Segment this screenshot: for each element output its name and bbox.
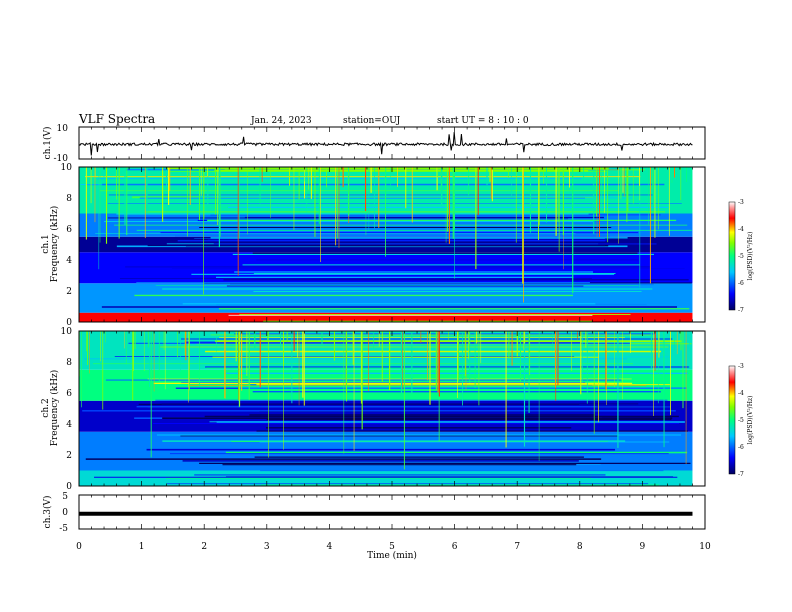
- ch3-ytick-5: 5: [62, 492, 68, 502]
- ch1-ytick-10: 10: [61, 163, 73, 173]
- ch1-ytick-2: 2: [66, 287, 72, 297]
- spectrogram-blank: [692, 167, 705, 322]
- xtick-label-8: 8: [577, 542, 583, 552]
- ch2-ytick-4: 4: [66, 420, 72, 430]
- spectrogram-band: [79, 283, 693, 313]
- ch2-spectrogram-image: [78, 331, 705, 486]
- xtick-label-2: 2: [201, 542, 207, 552]
- ch2-cb-tick-m5: -5: [738, 417, 744, 424]
- ch1-ytick-8: 8: [66, 194, 72, 204]
- xtick-label-6: 6: [452, 542, 458, 552]
- spectrogram-blank: [692, 331, 705, 486]
- ch1-cb-tick-m7: -7: [738, 307, 744, 314]
- xtick-label-0: 0: [76, 542, 82, 552]
- ch2-ytick-6: 6: [66, 389, 72, 399]
- ch1-cb-tick-m3: -3: [738, 199, 744, 206]
- ch2-cb-tick-m4: -4: [738, 390, 744, 397]
- ch1-cb-tick-m5: -5: [738, 253, 744, 260]
- ch1-colorbar: -3 -4 -5 -6 -7 log(PSD)(V²/Hz): [728, 199, 754, 314]
- ch2-cb-tick-m7: -7: [738, 471, 744, 478]
- xtick-label-7: 7: [514, 542, 520, 552]
- ch2-ytick-2: 2: [66, 451, 72, 461]
- start-ut-label: start UT = 8 : 10 : 0: [437, 116, 529, 126]
- xtick-label-4: 4: [327, 542, 333, 552]
- ch2-ytick-0: 0: [66, 482, 72, 492]
- xtick-label-1: 1: [139, 542, 145, 552]
- ch1-spectrogram-image: [79, 167, 705, 322]
- xtick-label-9: 9: [640, 542, 646, 552]
- ch1-ytick-4: 4: [66, 256, 72, 266]
- ch3-ytick-m5: -5: [59, 524, 68, 534]
- ch1-spectrogram-panel: ch.1 Frequency (kHz) 0 2 4 6 8 10: [41, 163, 706, 328]
- ch1-cb-tick-m4: -4: [738, 226, 744, 233]
- ch3-waveform-ylabel: ch.3(V): [42, 496, 53, 529]
- ch2-colorbar-gradient: [728, 365, 736, 475]
- ch2-ytick-8: 8: [66, 358, 72, 368]
- ch1-colorbar-label: log(PSD)(V²/Hz): [747, 232, 754, 281]
- ch2-ylabel-channel: ch.2: [41, 398, 51, 417]
- ch2-ylabel-frequency: Frequency (kHz): [49, 370, 60, 447]
- ch2-spectrogram-panel: ch.2 Frequency (kHz) 0 2 4 6 8 10: [41, 327, 706, 492]
- x-axis: 0 1 2 3 4 5 6 7 8 9 10 Time (min): [76, 542, 711, 561]
- ch1-colorbar-gradient: [728, 201, 736, 311]
- ch1-ytick-bottom: -10: [54, 154, 69, 164]
- x-axis-ticks: [78, 127, 706, 529]
- ch1-waveform-ylabel: ch.1(V): [42, 127, 53, 160]
- ch2-ytick-10: 10: [61, 327, 73, 337]
- spectrogram-band: [79, 312, 693, 322]
- ch1-waveform-trace: [78, 131, 693, 156]
- xtick-label-10: 10: [699, 542, 711, 552]
- ch3-ytick-0: 0: [62, 508, 68, 518]
- ch2-cb-tick-m6: -6: [738, 444, 744, 451]
- ch1-ylabel-frequency: Frequency (kHz): [49, 206, 60, 283]
- ch2-cb-tick-m3: -3: [738, 363, 744, 370]
- date-label: Jan. 24, 2023: [250, 116, 312, 126]
- figure-title: VLF Spectra: [78, 112, 155, 126]
- ch2-colorbar: -3 -4 -5 -6 -7 log(PSD)(V²/Hz): [728, 363, 754, 478]
- ch1-ylabel-channel: ch.1: [41, 234, 51, 253]
- ch1-waveform-panel: 10 -10 ch.1(V): [42, 124, 706, 164]
- ch2-colorbar-label: log(PSD)(V²/Hz): [747, 396, 754, 445]
- station-label: station=OUJ: [343, 116, 401, 126]
- ch1-ytick-top: 10: [57, 124, 69, 134]
- xtick-label-5: 5: [389, 542, 395, 552]
- ch1-ytick-6: 6: [66, 225, 72, 235]
- ch1-ytick-0: 0: [66, 318, 72, 328]
- xtick-label-3: 3: [264, 542, 270, 552]
- x-axis-label: Time (min): [367, 550, 417, 561]
- ch1-cb-tick-m6: -6: [738, 280, 744, 287]
